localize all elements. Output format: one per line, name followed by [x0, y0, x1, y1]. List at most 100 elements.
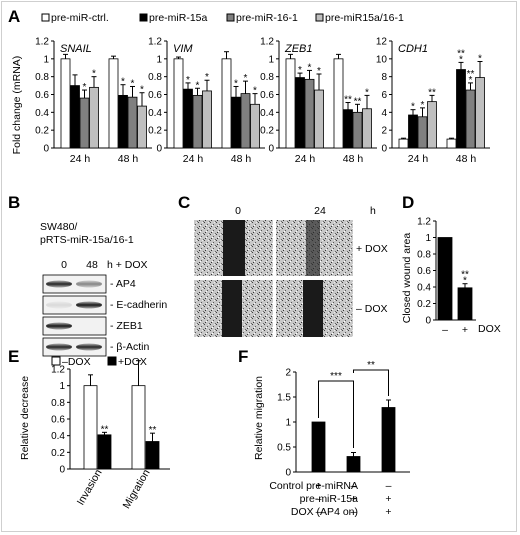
panel-a-zeb1-ytick-label-2: 0.4: [260, 108, 274, 119]
panel-label-f: F: [238, 347, 248, 366]
panel-a-cdh1-bar-1-1: [456, 69, 466, 149]
blot-band-0-0: [46, 280, 72, 288]
panel-f-bracket-0: [318, 380, 354, 448]
panel-a-zeb1-ytick-label-1: 0.2: [260, 126, 274, 137]
panel-e-ytick-label-3: 0.6: [51, 415, 65, 426]
panel-a-cdh1-bar-0-1-significance-0: *: [411, 102, 415, 113]
panel-a-snail-bar-0-0: [60, 58, 71, 149]
panel-label-c: C: [178, 193, 190, 212]
panel-a-snail-ytick-label-2: 0.4: [35, 108, 49, 119]
panel-f-sign-1-1: +: [350, 493, 356, 505]
panel-a-zeb1-bar-1-3-significance-0: *: [365, 87, 369, 98]
panel-f-row-1-label: pre-miR-15a: [300, 493, 359, 505]
legend-e-swatch-0: [51, 356, 61, 366]
panel-f-bar-1: [346, 456, 361, 473]
legend-e-label-0: –DOX: [62, 356, 91, 368]
panel-a-vim-group-label-0: 24 h: [183, 153, 204, 165]
panel-a-snail-bar-1-3: [137, 105, 147, 149]
panel-d-ytick-label-3: 0.6: [417, 266, 431, 277]
panel-a-cdh1-bar-0-0: [398, 138, 409, 149]
panel-a-zeb1-ytick-label-4: 0.8: [260, 72, 274, 83]
panel-a-zeb1-bar-1-0: [333, 58, 344, 149]
panel-a-cdh1-group-label-0: 24 h: [408, 153, 429, 165]
panel-a-cdh1-ytick-label-3: 6: [381, 90, 387, 101]
panel-e-ytick-label-5: 1: [59, 381, 65, 392]
panel-a-vim-bar-1-3-significance-0: *: [253, 86, 257, 97]
legend-e-swatch-1: [107, 356, 117, 366]
panel-d-bar-1-significance-1: *: [463, 276, 467, 287]
panel-a-cdh1-ytick-label-6: 12: [376, 37, 388, 48]
panel-f-row-0-label: Control pre-miRNA: [269, 480, 358, 492]
panel-a-zeb1-bar-0-2: [304, 78, 315, 149]
panel-a-snail-ytick-label-0: 0: [43, 144, 49, 155]
legend-a-swatch-2: [226, 13, 235, 22]
blot-band-3-1: [76, 343, 102, 351]
wound-gap-plus-0: [223, 220, 245, 276]
panel-a-zeb1-bar-0-0: [285, 58, 296, 149]
panel-d-xlabel: DOX: [478, 323, 501, 335]
panel-a-zeb1-group-label-0: 24 h: [295, 153, 316, 165]
legend-a-label-1: pre-miR-15a: [149, 12, 208, 24]
panel-a-zeb1-bar-0-1: [295, 77, 305, 149]
panel-a-zeb1-group-label-1: 48 h: [343, 153, 364, 165]
panel-a-vim-bar-1-1: [231, 96, 241, 149]
panel-f-sign-2-1: –: [351, 506, 357, 518]
panel-a-snail-group-label-1: 48 h: [118, 153, 139, 165]
panel-a-zeb1-bar-1-3: [362, 108, 372, 149]
blot-box-0: [42, 274, 107, 294]
panel-e-group-label-0: Invasion: [75, 467, 105, 507]
panel-f-ylabel: Relative migration: [253, 376, 265, 460]
panel-a-zeb1-bar-1-2: [352, 111, 363, 149]
panel-a-vim-ytick-label-0: 0: [156, 144, 162, 155]
panel-a-zeb1-gene-label: ZEB1: [284, 43, 313, 55]
panel-f-bar-0: [311, 421, 326, 473]
panel-d-ytick-label-0: 0: [425, 316, 431, 327]
panel-f-ytick-label-4: 2: [285, 368, 291, 379]
panel-a-cdh1-bar-1-1-significance-0: **: [457, 48, 465, 59]
panel-a-cdh1-ytick-label-5: 10: [376, 54, 388, 65]
panel-f-ytick-label-0: 0: [285, 468, 291, 479]
legend-e: –DOX +DOX: [51, 356, 147, 368]
blot-band-1-0: [46, 301, 72, 309]
blot-box-2: [42, 316, 107, 336]
panel-a-vim-bar-1-3: [250, 103, 260, 149]
panel-a-zeb1-ytick-label-6: 1.2: [260, 37, 274, 48]
panel-e-ytick-label-1: 0.2: [51, 448, 65, 459]
panel-a-vim-bar-0-0: [173, 58, 184, 149]
panel-a-snail-ytick-label-6: 1.2: [35, 37, 49, 48]
panel-a-ylabel: Fold change (mRNA): [11, 56, 23, 155]
panel-a-zeb1-ytick-label-5: 1: [268, 54, 274, 65]
panel-a-vim-ytick-label-6: 1.2: [148, 37, 162, 48]
panel-d-ytick-label-4: 0.8: [417, 250, 431, 261]
panel-a-zeb1-ytick-label-0: 0: [268, 144, 274, 155]
blot-band-label-2: - ZEB1: [110, 320, 143, 332]
panel-e-bar-0-1-significance-0: **: [101, 424, 109, 435]
panel-a-snail-bar-1-1-significance-0: *: [121, 77, 125, 88]
panel-f-bracket-1-label: **: [367, 360, 375, 371]
panel-e-ytick-label-4: 0.8: [51, 398, 65, 409]
panel-f-row-2-text: DOX (AP4 on): [291, 506, 358, 518]
panel-a-vim-ytick-label-5: 1: [156, 54, 162, 65]
panel-label-e: E: [8, 347, 19, 366]
panel-e-bar-0-1: [97, 434, 112, 470]
panel-a-vim-ytick-label-1: 0.2: [148, 126, 162, 137]
wound-assay: 0 24 h + DOX – DOX: [194, 205, 388, 337]
panel-a-cdh1-bar-0-3-significance-0: **: [428, 87, 436, 98]
panel-a-zeb1-bar-0-3: [314, 89, 324, 149]
panel-e-group-label-1: Migration: [121, 467, 153, 511]
wound-gap-minus-0: [222, 280, 242, 337]
panel-f-ytick-label-3: 1.5: [277, 393, 291, 404]
panel-a-snail-bar-0-2-significance-0: *: [83, 82, 87, 93]
panel-a-vim-bar-0-3-significance-0: *: [205, 72, 209, 83]
panel-a-vim-gene-label: VIM: [173, 43, 193, 55]
panel-d-ytick-label-6: 1.2: [417, 217, 431, 228]
panel-f-sign-0-0: +: [315, 480, 321, 492]
panel-e-ytick-label-6: 1.2: [51, 365, 65, 376]
panel-a-vim-bar-0-1: [183, 88, 193, 149]
blot-band-label-1: - E-cadherin: [110, 299, 167, 311]
panel-e-ytick-label-0: 0: [59, 465, 65, 476]
panel-f-sign-0-1: –: [351, 480, 357, 492]
panel-a-cdh1-group-label-1: 48 h: [456, 153, 477, 165]
panel-f-plot: 00.511.52 *****+ – –– + +– – +: [277, 360, 410, 518]
panel-a-vim-bar-0-3: [202, 90, 212, 149]
